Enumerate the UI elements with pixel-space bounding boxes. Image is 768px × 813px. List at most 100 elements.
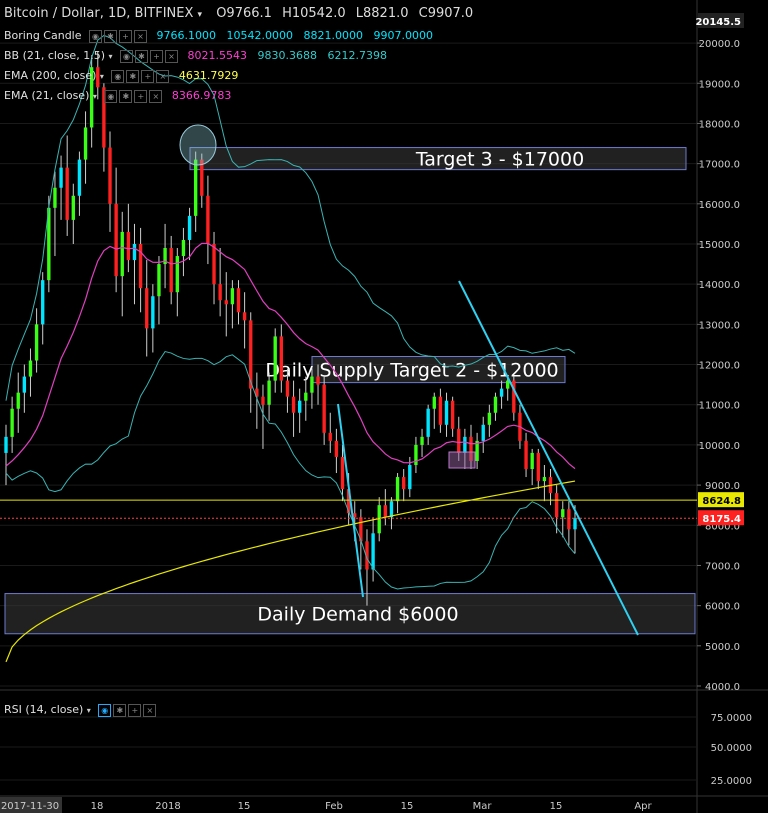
candle-body [4, 436, 8, 453]
close-icon[interactable]: × [134, 30, 148, 43]
price-label: 8624.8 [702, 496, 741, 507]
add-icon[interactable]: + [128, 704, 142, 717]
candle-body [65, 167, 69, 220]
highlight-box [448, 451, 476, 469]
candle-body [297, 400, 302, 413]
x-tick-label: 15 [401, 801, 414, 812]
zone-rect [4, 593, 696, 635]
indicator-name: EMA (21, close) [4, 89, 90, 102]
candle-body [408, 464, 412, 490]
candle-body [291, 396, 296, 413]
indicator-name: EMA (200, close) [4, 69, 97, 82]
indicator-rsi[interactable]: RSI (14, close) ▾ ◉ ✱ + × [4, 703, 162, 717]
eye-icon[interactable]: ◉ [120, 50, 133, 63]
x-first-label-bg [0, 797, 62, 813]
price-label: 20145.5 [695, 17, 741, 28]
candle-body [499, 388, 504, 397]
candle-body [304, 392, 308, 401]
close-icon[interactable]: × [143, 704, 157, 717]
candle-body [47, 207, 51, 281]
candle-body [89, 67, 94, 128]
indicator-ema21[interactable]: EMA (21, close) ▾ ◉ ✱ + × 8366.9783 [4, 89, 231, 103]
indicator-name: RSI (14, close) [4, 703, 84, 716]
indicator-name: BB (21, close, 1.5) [4, 49, 105, 62]
candle-body [96, 67, 100, 88]
dropdown-icon[interactable]: ▾ [99, 72, 104, 81]
candle-body [561, 509, 565, 518]
close-icon[interactable]: × [165, 50, 178, 63]
candle-body [457, 428, 461, 453]
candle-body [77, 159, 82, 196]
candle-body [175, 256, 179, 293]
y-tick-label: 18000.0 [699, 119, 740, 130]
symbol-dropdown-icon[interactable]: ▾ [197, 10, 203, 20]
add-icon[interactable]: + [119, 30, 133, 43]
candle-body [267, 380, 271, 405]
candle-body [261, 396, 265, 405]
y-tick-label: 10000.0 [699, 441, 740, 452]
candle-body [444, 400, 449, 425]
candle-body [481, 424, 485, 441]
candle-body [200, 159, 204, 196]
indicator-boring-candle[interactable]: Boring Candle ◉ ✱ + × 9766.1000 10542.0000 … [4, 29, 433, 43]
dropdown-icon[interactable]: ▾ [108, 52, 113, 61]
candle-body [59, 167, 63, 188]
bb-lower [5, 350, 576, 590]
candle-body [53, 187, 57, 208]
settings-icon[interactable]: ✱ [113, 704, 127, 717]
symbol-title[interactable]: Bitcoin / Dollar, 1D, BITFINEX [4, 6, 194, 21]
settings-icon[interactable]: ✱ [135, 50, 148, 63]
candle-body [554, 493, 559, 518]
candle-body [573, 518, 577, 530]
close-icon[interactable]: × [149, 90, 163, 103]
indicator-value: 9830.3688 [257, 49, 318, 62]
indicator-value: 8021.5543 [187, 49, 248, 62]
candle-body [114, 203, 118, 277]
candle-body [145, 288, 149, 329]
candle-body [506, 380, 510, 389]
y-tick-label: 7000.0 [705, 561, 740, 572]
dropdown-icon[interactable]: ▾ [92, 92, 97, 101]
ohlc-readout: O9766.1 H10542.0 L8821.0 C9907.0 [216, 6, 473, 21]
candle-body [340, 456, 345, 490]
add-icon[interactable]: + [150, 50, 163, 63]
candle-body [469, 436, 473, 461]
candle-body [414, 444, 418, 465]
indicator-ema200[interactable]: EMA (200, close) ▾ ◉ ✱ + × 4631.7929 [4, 69, 238, 83]
settings-icon[interactable]: ✱ [119, 90, 133, 103]
eye-icon[interactable]: ◉ [111, 70, 125, 83]
candle-body [420, 436, 424, 445]
candle-body [377, 505, 381, 534]
candle-body [34, 324, 39, 361]
close-value: C9907.0 [418, 6, 474, 21]
candle-body [346, 489, 351, 514]
dropdown-icon[interactable]: ▾ [86, 706, 91, 715]
settings-icon[interactable]: ✱ [104, 30, 118, 43]
candle-body [218, 284, 222, 301]
candle-body [530, 452, 534, 470]
settings-icon[interactable]: ✱ [126, 70, 140, 83]
candle-body [126, 231, 131, 261]
indicator-bb[interactable]: BB (21, close, 1.5) ▾ ◉ ✱ + × 8021.5543 983… [4, 49, 387, 63]
indicator-buttons: ◉ ✱ + × [104, 89, 164, 103]
eye-icon[interactable]: ◉ [104, 90, 118, 103]
indicator-value: 9766.1000 [156, 29, 217, 42]
indicator-buttons: ◉ ✱ + × [89, 29, 149, 43]
candle-body [22, 376, 27, 393]
candle-body [181, 239, 186, 257]
add-icon[interactable]: + [141, 70, 155, 83]
low-value: L8821.0 [355, 6, 409, 21]
y-tick-label: 11000.0 [699, 401, 740, 412]
eye-icon[interactable]: ◉ [98, 704, 112, 717]
close-icon[interactable]: × [156, 70, 170, 83]
candle-body [450, 400, 455, 429]
chart-title: Bitcoin / Dollar, 1D, BITFINEX ▾ O9766.1… [4, 6, 473, 21]
eye-icon[interactable]: ◉ [89, 30, 103, 43]
add-icon[interactable]: + [134, 90, 148, 103]
trendline-short [337, 403, 364, 598]
candle-body [426, 408, 430, 437]
candle-body [41, 280, 45, 325]
x-tick-label: 15 [238, 801, 251, 812]
candle-body [493, 396, 498, 413]
